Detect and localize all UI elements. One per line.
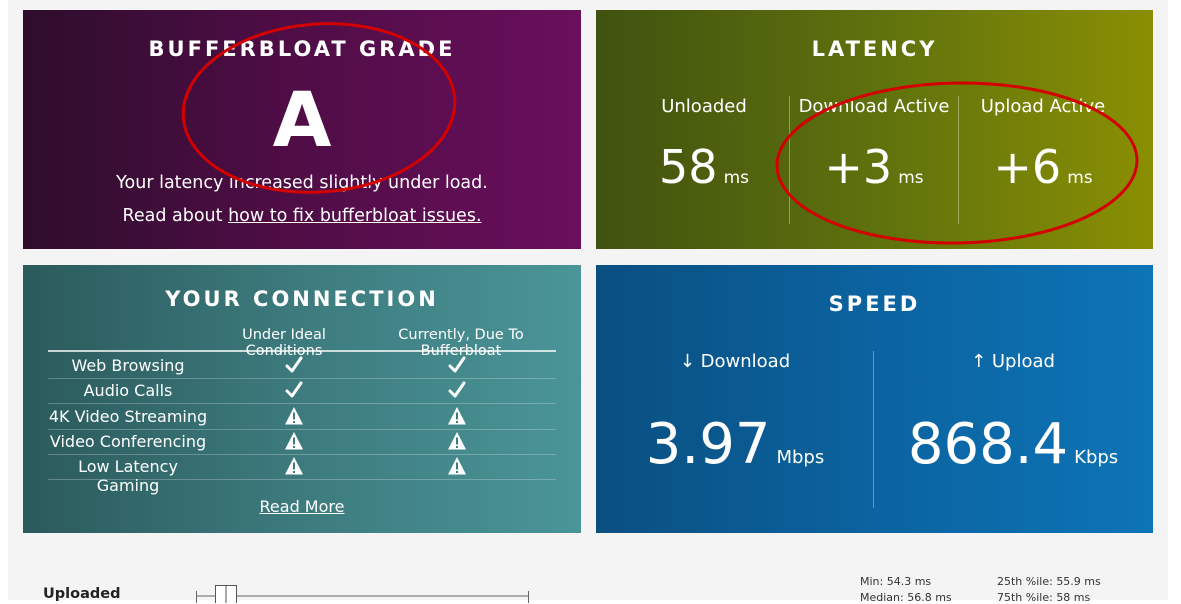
activity-name: Web Browsing (71, 356, 185, 375)
read-more-link[interactable]: Read More (259, 497, 345, 516)
upload-value: 868.4 (907, 412, 1069, 477)
latency-upload-active: Upload Active +6 ms (958, 96, 1128, 194)
upload-label: ↑ Upload (971, 351, 1055, 372)
speed-title: SPEED (828, 292, 921, 316)
check-icon (447, 355, 467, 375)
warning-icon (447, 431, 467, 451)
latency-title: LATENCY (811, 37, 938, 61)
latency-value: +6 (993, 140, 1062, 194)
upload-value-wrap: 868.4 Kbps (874, 412, 1152, 477)
latency-label: Download Active (798, 96, 950, 117)
activity-name: Video Conferencing (49, 431, 207, 451)
stat-p25: 25th %ile: 55.9 ms (997, 575, 1101, 588)
download-value-wrap: 3.97 Mbps (596, 412, 874, 477)
speed-divider (873, 351, 874, 508)
stat-p75: 75th %ile: 58 ms (997, 591, 1091, 604)
warning-icon (284, 431, 304, 451)
fix-bufferbloat-link[interactable]: how to fix bufferbloat issues. (228, 206, 482, 226)
warning-icon (447, 456, 467, 476)
grade-letter: A (272, 75, 332, 164)
bufferbloat-grade-card: BUFFERBLOAT GRADE A Your latency increas… (23, 10, 581, 249)
download-speed: ↓ Download 3.97 Mbps (596, 351, 874, 477)
latency-value: +3 (824, 140, 893, 194)
connection-row: Video Conferencing (48, 429, 556, 455)
stat-min: Min: 54.3 ms (860, 575, 932, 588)
grade-title: BUFFERBLOAT GRADE (148, 37, 456, 61)
connection-title: YOUR CONNECTION (165, 287, 439, 311)
latency-card: LATENCY Unloaded 58 ms Download Active +3… (596, 10, 1153, 249)
latency-label: Unloaded (661, 96, 747, 117)
activity-name: 4K Video Streaming (48, 406, 208, 426)
latency-unit: ms (723, 168, 749, 188)
warning-icon (447, 406, 467, 426)
warning-icon (284, 406, 304, 426)
check-icon (447, 380, 467, 400)
grade-help-prefix: Read about (122, 206, 229, 226)
latency-boxplot (196, 585, 529, 603)
download-label: ↓ Download (679, 351, 791, 372)
warning-icon (284, 456, 304, 476)
check-icon (284, 355, 304, 375)
upload-speed: ↑ Upload 868.4 Kbps (874, 351, 1152, 477)
activity-name: Audio Calls (83, 381, 173, 401)
activity-name: Low Latency Gaming (78, 457, 178, 496)
connection-row: Web Browsing (48, 353, 556, 379)
speed-card: SPEED ↓ Download 3.97 Mbps ↑ Upload 868.4… (596, 265, 1153, 533)
latency-unloaded: Unloaded 58 ms (619, 96, 789, 194)
latency-label: Upload Active (980, 96, 1106, 117)
latency-download-active: Download Active +3 ms (789, 96, 959, 194)
read-more: Read More (23, 497, 581, 516)
latency-value: 58 (659, 140, 718, 194)
download-unit: Mbps (776, 447, 825, 468)
table-header-rule (48, 350, 556, 352)
upload-unit: Kbps (1074, 447, 1119, 468)
latency-value-wrap: +6 ms (958, 140, 1128, 194)
check-icon (284, 380, 304, 400)
connection-row: Audio Calls (48, 378, 556, 405)
grade-description: Your latency increased slightly under lo… (116, 173, 488, 193)
grade-help-text: Read about how to fix bufferbloat issues… (23, 206, 581, 226)
latency-value-wrap: 58 ms (619, 140, 789, 194)
latency-value-wrap: +3 ms (789, 140, 959, 194)
connection-row: Low Latency Gaming (48, 454, 556, 495)
unloaded-chart-label: Uploaded (43, 586, 121, 602)
your-connection-card: YOUR CONNECTION Under Ideal Conditions C… (23, 265, 581, 533)
latency-unit: ms (1067, 168, 1093, 188)
connection-row: 4K Video Streaming (48, 404, 556, 430)
latency-unit: ms (898, 168, 924, 188)
stat-median: Median: 56.8 ms (860, 591, 952, 604)
download-value: 3.97 (645, 412, 771, 477)
